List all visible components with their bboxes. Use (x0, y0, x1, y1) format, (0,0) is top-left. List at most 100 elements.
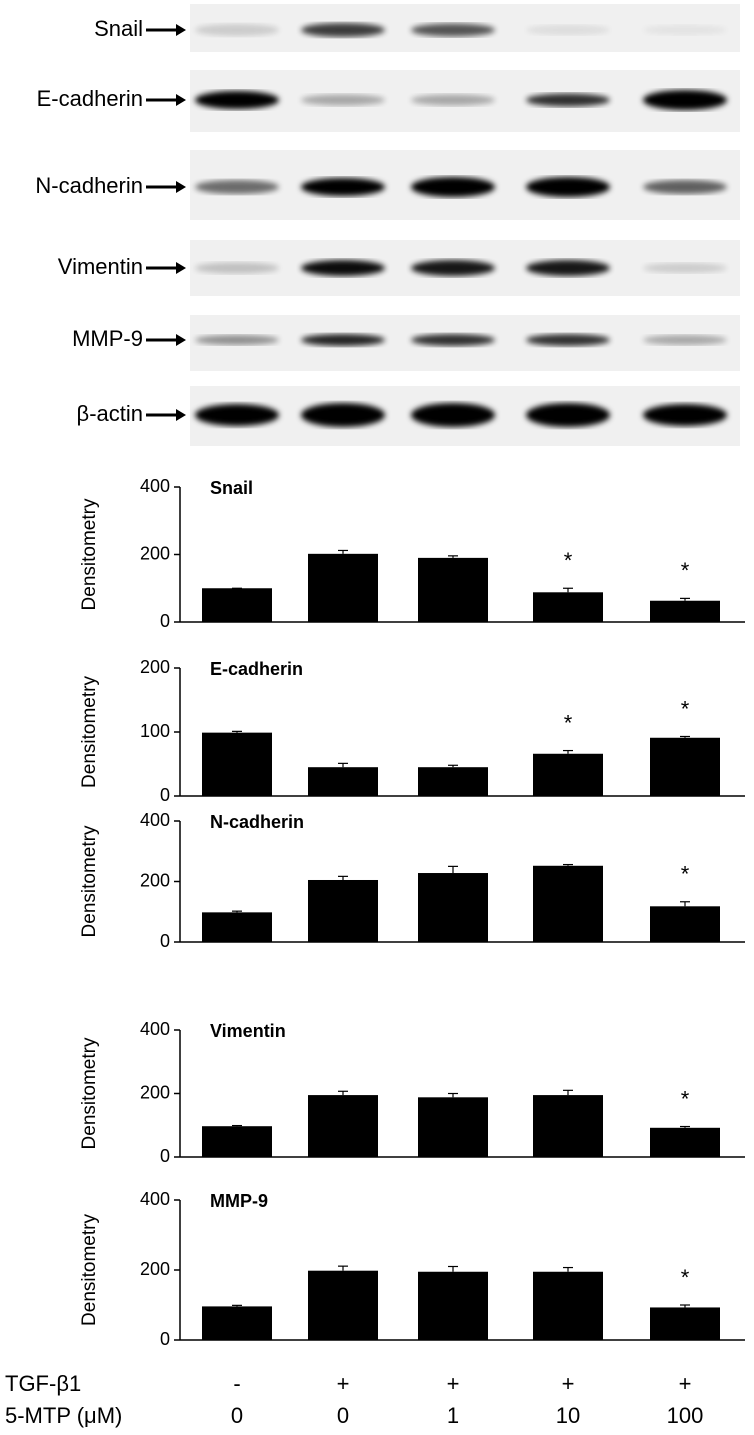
treatment-value: - (233, 1371, 240, 1396)
error-bar (338, 1090, 348, 1096)
error-bar (563, 749, 573, 754)
blot-band (526, 25, 610, 35)
bar (418, 767, 488, 796)
blot-band (526, 334, 610, 346)
treatment-value: 1 (447, 1403, 459, 1428)
bar (202, 1126, 272, 1157)
treatment-label: TGF-β1 (5, 1371, 81, 1396)
error-bar (563, 1089, 573, 1096)
bar (308, 879, 378, 942)
blot-band (411, 334, 495, 346)
blot-band (195, 180, 279, 194)
blot-band (643, 404, 727, 426)
treatment-value: 0 (231, 1403, 243, 1428)
bar (533, 753, 603, 796)
error-bar (680, 735, 690, 738)
y-tick-label: 100 (140, 721, 170, 741)
y-tick-label: 400 (140, 1189, 170, 1209)
blot-band (195, 335, 279, 345)
y-tick-label: 400 (140, 810, 170, 830)
blot-band (301, 403, 385, 427)
significance-mark: * (681, 696, 690, 721)
bar (533, 865, 603, 942)
chart-title: MMP-9 (210, 1191, 268, 1211)
y-axis-label: Densitometry (79, 1037, 100, 1149)
blot-band (301, 260, 385, 276)
arrow-head (176, 262, 186, 274)
blot-label: N-cadherin (35, 173, 143, 198)
error-bar (448, 865, 458, 874)
error-bar (338, 762, 348, 768)
arrow-head (176, 181, 186, 193)
error-bar (680, 1125, 690, 1128)
bar (650, 906, 720, 942)
significance-mark: * (681, 1086, 690, 1111)
treatment-value: + (562, 1371, 575, 1396)
significance-mark: * (564, 710, 573, 735)
blot-label: β-actin (77, 401, 143, 426)
error-bar (448, 555, 458, 558)
y-tick-label: 0 (160, 1146, 170, 1166)
blot-band (301, 94, 385, 106)
blot-band (411, 177, 495, 197)
blot-label: Vimentin (58, 254, 143, 279)
blot-label: Snail (94, 16, 143, 41)
bar (202, 588, 272, 622)
bar (650, 1127, 720, 1157)
error-bar (338, 875, 348, 880)
y-tick-label: 0 (160, 931, 170, 951)
treatment-value: 0 (337, 1403, 349, 1428)
error-bar (232, 1124, 242, 1127)
bar (418, 557, 488, 622)
blot-band (526, 93, 610, 107)
error-bar (338, 549, 348, 554)
arrow-head (176, 94, 186, 106)
y-tick-label: 400 (140, 476, 170, 496)
blot-band (195, 404, 279, 426)
arrow-head (176, 409, 186, 421)
blot-label: E-cadherin (37, 86, 143, 111)
arrow-head (176, 334, 186, 346)
blot-band (301, 334, 385, 346)
bar (533, 1271, 603, 1340)
y-tick-label: 200 (140, 1259, 170, 1279)
chart-title: Snail (210, 478, 253, 498)
bar (650, 1307, 720, 1340)
blot-band (643, 25, 727, 35)
y-tick-label: 200 (140, 1082, 170, 1102)
treatment-value: + (447, 1371, 460, 1396)
blot-band (195, 262, 279, 274)
treatment-label: 5-MTP (μM) (5, 1403, 122, 1428)
y-tick-label: 200 (140, 657, 170, 677)
blot-band (526, 403, 610, 427)
bar (308, 553, 378, 622)
treatment-value: + (337, 1371, 350, 1396)
blot-band (411, 94, 495, 106)
blot-band (643, 335, 727, 345)
error-bar (232, 910, 242, 913)
error-bar (680, 901, 690, 907)
treatment-value: 100 (667, 1403, 704, 1428)
y-tick-label: 400 (140, 1019, 170, 1039)
bar (202, 1306, 272, 1340)
blot-band (411, 403, 495, 427)
chart-title: E-cadherin (210, 659, 303, 679)
error-bar (563, 863, 573, 866)
bar (308, 767, 378, 796)
blot-band (643, 263, 727, 273)
error-bar (680, 597, 690, 601)
bar (308, 1095, 378, 1157)
blot-band (195, 91, 279, 109)
y-tick-label: 0 (160, 611, 170, 631)
y-axis-label: Densitometry (79, 1214, 100, 1326)
error-bar (448, 764, 458, 768)
bar (650, 600, 720, 622)
bar (418, 873, 488, 942)
bar (533, 592, 603, 622)
bar (202, 912, 272, 942)
bar (202, 732, 272, 796)
blot-label: MMP-9 (72, 326, 143, 351)
y-tick-label: 0 (160, 785, 170, 805)
